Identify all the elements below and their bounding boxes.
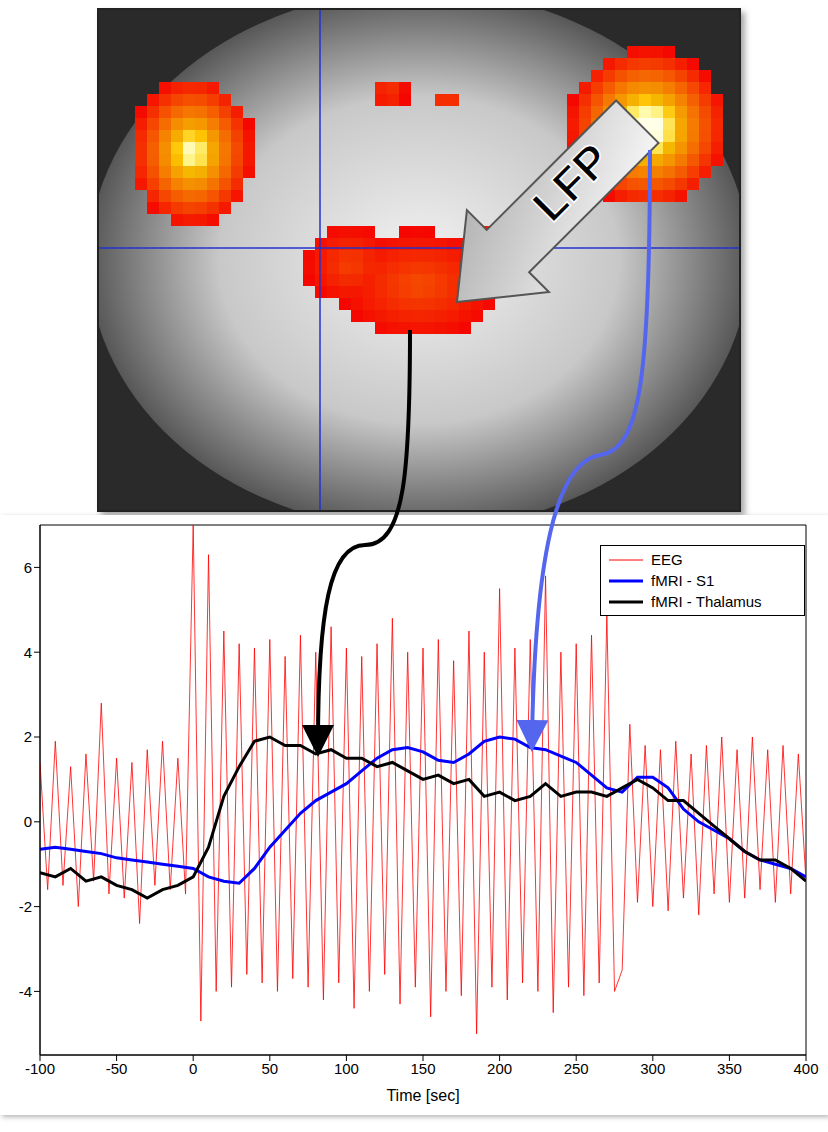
svg-text:250: 250 [564,1060,589,1077]
svg-text:Time [sec]: Time [sec] [386,1087,459,1104]
svg-text:-100: -100 [25,1060,55,1077]
svg-text:4: 4 [24,644,32,661]
svg-text:350: 350 [717,1060,742,1077]
svg-text:2: 2 [24,728,32,745]
svg-text:6: 6 [24,559,32,576]
svg-text:-50: -50 [106,1060,128,1077]
svg-text:0: 0 [24,813,32,830]
html-text:fMRI - Thalamus: fMRI - Thalamus [651,593,762,610]
svg-text:LFP: LFP [522,133,620,231]
svg-text:400: 400 [793,1060,818,1077]
svg-text:50: 50 [261,1060,278,1077]
svg-text:200: 200 [487,1060,512,1077]
html-text:fMRI - S1: fMRI - S1 [651,572,715,589]
svg-text:-4: -4 [19,983,32,1000]
svg-text:0: 0 [189,1060,197,1077]
html-text:EEG: EEG [651,551,683,568]
svg-text:150: 150 [410,1060,435,1077]
svg-text:100: 100 [334,1060,359,1077]
svg-text:-2: -2 [19,898,32,915]
svg-text:300: 300 [640,1060,665,1077]
